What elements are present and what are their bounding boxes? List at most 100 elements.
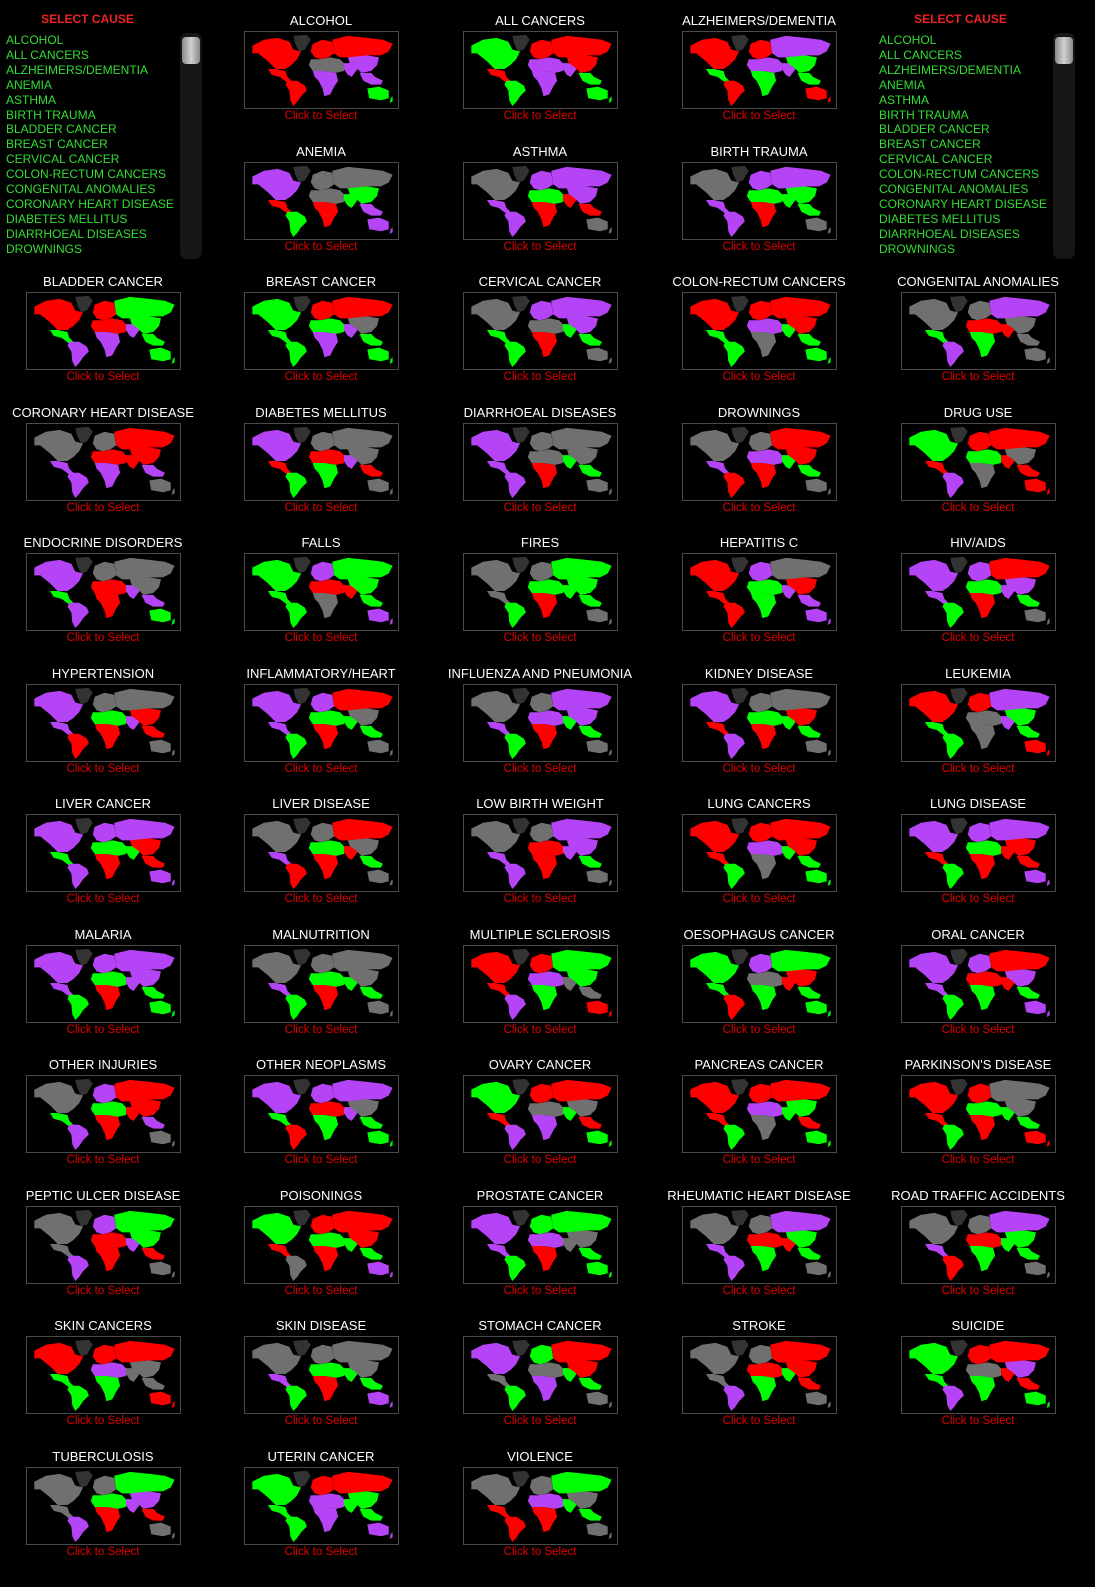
click-to-select-link[interactable]: Click to Select [284,371,358,383]
world-map[interactable] [245,554,398,630]
cause-list-item[interactable]: BIRTH TRAUMA [6,107,96,122]
world-map-thumbnail[interactable] [25,1336,181,1414]
click-to-select-link[interactable]: Click to Select [722,110,796,122]
click-to-select-link[interactable]: Click to Select [503,893,577,905]
world-map-thumbnail[interactable] [462,1075,618,1153]
click-to-select-link[interactable]: Click to Select [66,1284,140,1297]
world-map[interactable] [245,685,398,761]
click-to-select-link[interactable]: Click to Select [284,1154,358,1166]
world-map-thumbnail[interactable] [243,1466,399,1545]
world-map[interactable] [245,1468,398,1544]
click-to-select-link[interactable]: Click to Select [503,371,577,383]
world-map-thumbnail[interactable] [25,1075,181,1153]
cause-list-item[interactable]: ANEMIA [879,77,926,92]
click-to-select-link[interactable]: Click to Select [941,1023,1015,1036]
cause-list-item[interactable]: DROWNINGS [879,241,955,256]
world-map-thumbnail[interactable] [243,1075,399,1153]
world-map-thumbnail[interactable] [681,1336,837,1414]
world-map[interactable] [902,554,1055,630]
cause-list-item[interactable]: BLADDER CANCER [6,122,117,137]
cause-list-item[interactable]: ALCOHOL [6,33,64,47]
click-to-select-link[interactable]: Click to Select [941,893,1015,905]
world-map-thumbnail[interactable] [25,1466,181,1545]
cause-list-item[interactable]: BREAST CANCER [879,137,981,152]
cause-list-item[interactable]: DROWNINGS [6,241,82,256]
click-to-select-link[interactable]: Click to Select [503,501,577,514]
cause-list-item[interactable]: CONGENITAL ANOMALIES [6,182,156,197]
world-map-thumbnail[interactable] [243,814,399,892]
world-map[interactable] [683,32,836,108]
click-to-select-link[interactable]: Click to Select [284,1284,358,1297]
world-map-thumbnail[interactable] [25,683,181,762]
cause-list-item[interactable]: ALZHEIMERS/DEMENTIA [879,62,1022,77]
scrollbar-thumb[interactable] [1055,37,1073,64]
cause-list-item[interactable]: COLON-RECTUM CANCERS [6,167,167,182]
world-map-thumbnail[interactable] [900,1336,1056,1414]
click-to-select-link[interactable]: Click to Select [722,501,796,514]
world-map-thumbnail[interactable] [25,553,181,631]
world-map[interactable] [245,946,398,1022]
world-map[interactable] [683,293,836,369]
click-to-select-link[interactable]: Click to Select [284,1415,358,1427]
scrollbar[interactable] [180,33,202,259]
world-map[interactable] [464,1337,617,1413]
world-map[interactable] [902,815,1055,891]
world-map[interactable] [245,424,398,500]
world-map[interactable] [245,32,398,108]
cause-list-item[interactable]: ASTHMA [6,92,57,107]
world-map[interactable] [245,163,398,239]
world-map-thumbnail[interactable] [900,1205,1056,1284]
click-to-select-link[interactable]: Click to Select [503,632,577,644]
cause-list-item[interactable]: CERVICAL CANCER [6,152,120,167]
scrollbar-thumb[interactable] [182,37,200,64]
click-to-select-link[interactable]: Click to Select [66,1545,140,1558]
world-map-thumbnail[interactable] [681,292,837,370]
click-to-select-link[interactable]: Click to Select [503,1545,577,1558]
click-to-select-link[interactable]: Click to Select [66,762,140,775]
world-map-thumbnail[interactable] [681,162,837,240]
world-map[interactable] [902,293,1055,369]
world-map-thumbnail[interactable] [243,292,399,370]
world-map[interactable] [902,685,1055,761]
click-to-select-link[interactable]: Click to Select [503,1415,577,1427]
world-map[interactable] [683,163,836,239]
cause-list-item[interactable]: BREAST CANCER [6,137,108,152]
world-map[interactable] [683,554,836,630]
world-map-thumbnail[interactable] [462,292,618,370]
world-map-thumbnail[interactable] [681,422,837,501]
cause-list-item[interactable]: ALZHEIMERS/DEMENTIA [6,62,149,77]
world-map-thumbnail[interactable] [462,1205,618,1284]
world-map-thumbnail[interactable] [462,422,618,501]
world-map-thumbnail[interactable] [243,31,399,109]
world-map[interactable] [464,1076,617,1152]
click-to-select-link[interactable]: Click to Select [284,762,358,775]
world-map[interactable] [464,424,617,500]
world-map-thumbnail[interactable] [243,422,399,501]
click-to-select-link[interactable]: Click to Select [66,1023,140,1036]
world-map-thumbnail[interactable] [681,553,837,631]
cause-list-item[interactable]: CONGENITAL ANOMALIES [879,182,1029,197]
world-map-thumbnail[interactable] [462,683,618,762]
cause-list-item[interactable]: CORONARY HEART DISEASE [879,196,1047,211]
cause-listbox[interactable]: ALCOHOL ALL CANCERS ALZHEIMERS/DEMENTIA ANE… [6,33,178,259]
world-map[interactable] [464,554,617,630]
world-map-thumbnail[interactable] [462,1336,618,1414]
world-map[interactable] [902,1337,1055,1413]
cause-list-item[interactable]: ALL CANCERS [6,47,89,62]
click-to-select-link[interactable]: Click to Select [66,632,140,644]
click-to-select-link[interactable]: Click to Select [503,1154,577,1166]
world-map[interactable] [245,1076,398,1152]
world-map[interactable] [683,1207,836,1283]
cause-list-item[interactable]: BIRTH TRAUMA [879,107,969,122]
world-map-thumbnail[interactable] [900,683,1056,762]
world-map-thumbnail[interactable] [462,814,618,892]
world-map-thumbnail[interactable] [462,31,618,109]
world-map-thumbnail[interactable] [462,1466,618,1545]
world-map[interactable] [464,293,617,369]
world-map[interactable] [902,946,1055,1022]
world-map-thumbnail[interactable] [243,1205,399,1284]
world-map-thumbnail[interactable] [243,683,399,762]
click-to-select-link[interactable]: Click to Select [284,241,358,253]
world-map[interactable] [27,554,180,630]
world-map[interactable] [683,946,836,1022]
